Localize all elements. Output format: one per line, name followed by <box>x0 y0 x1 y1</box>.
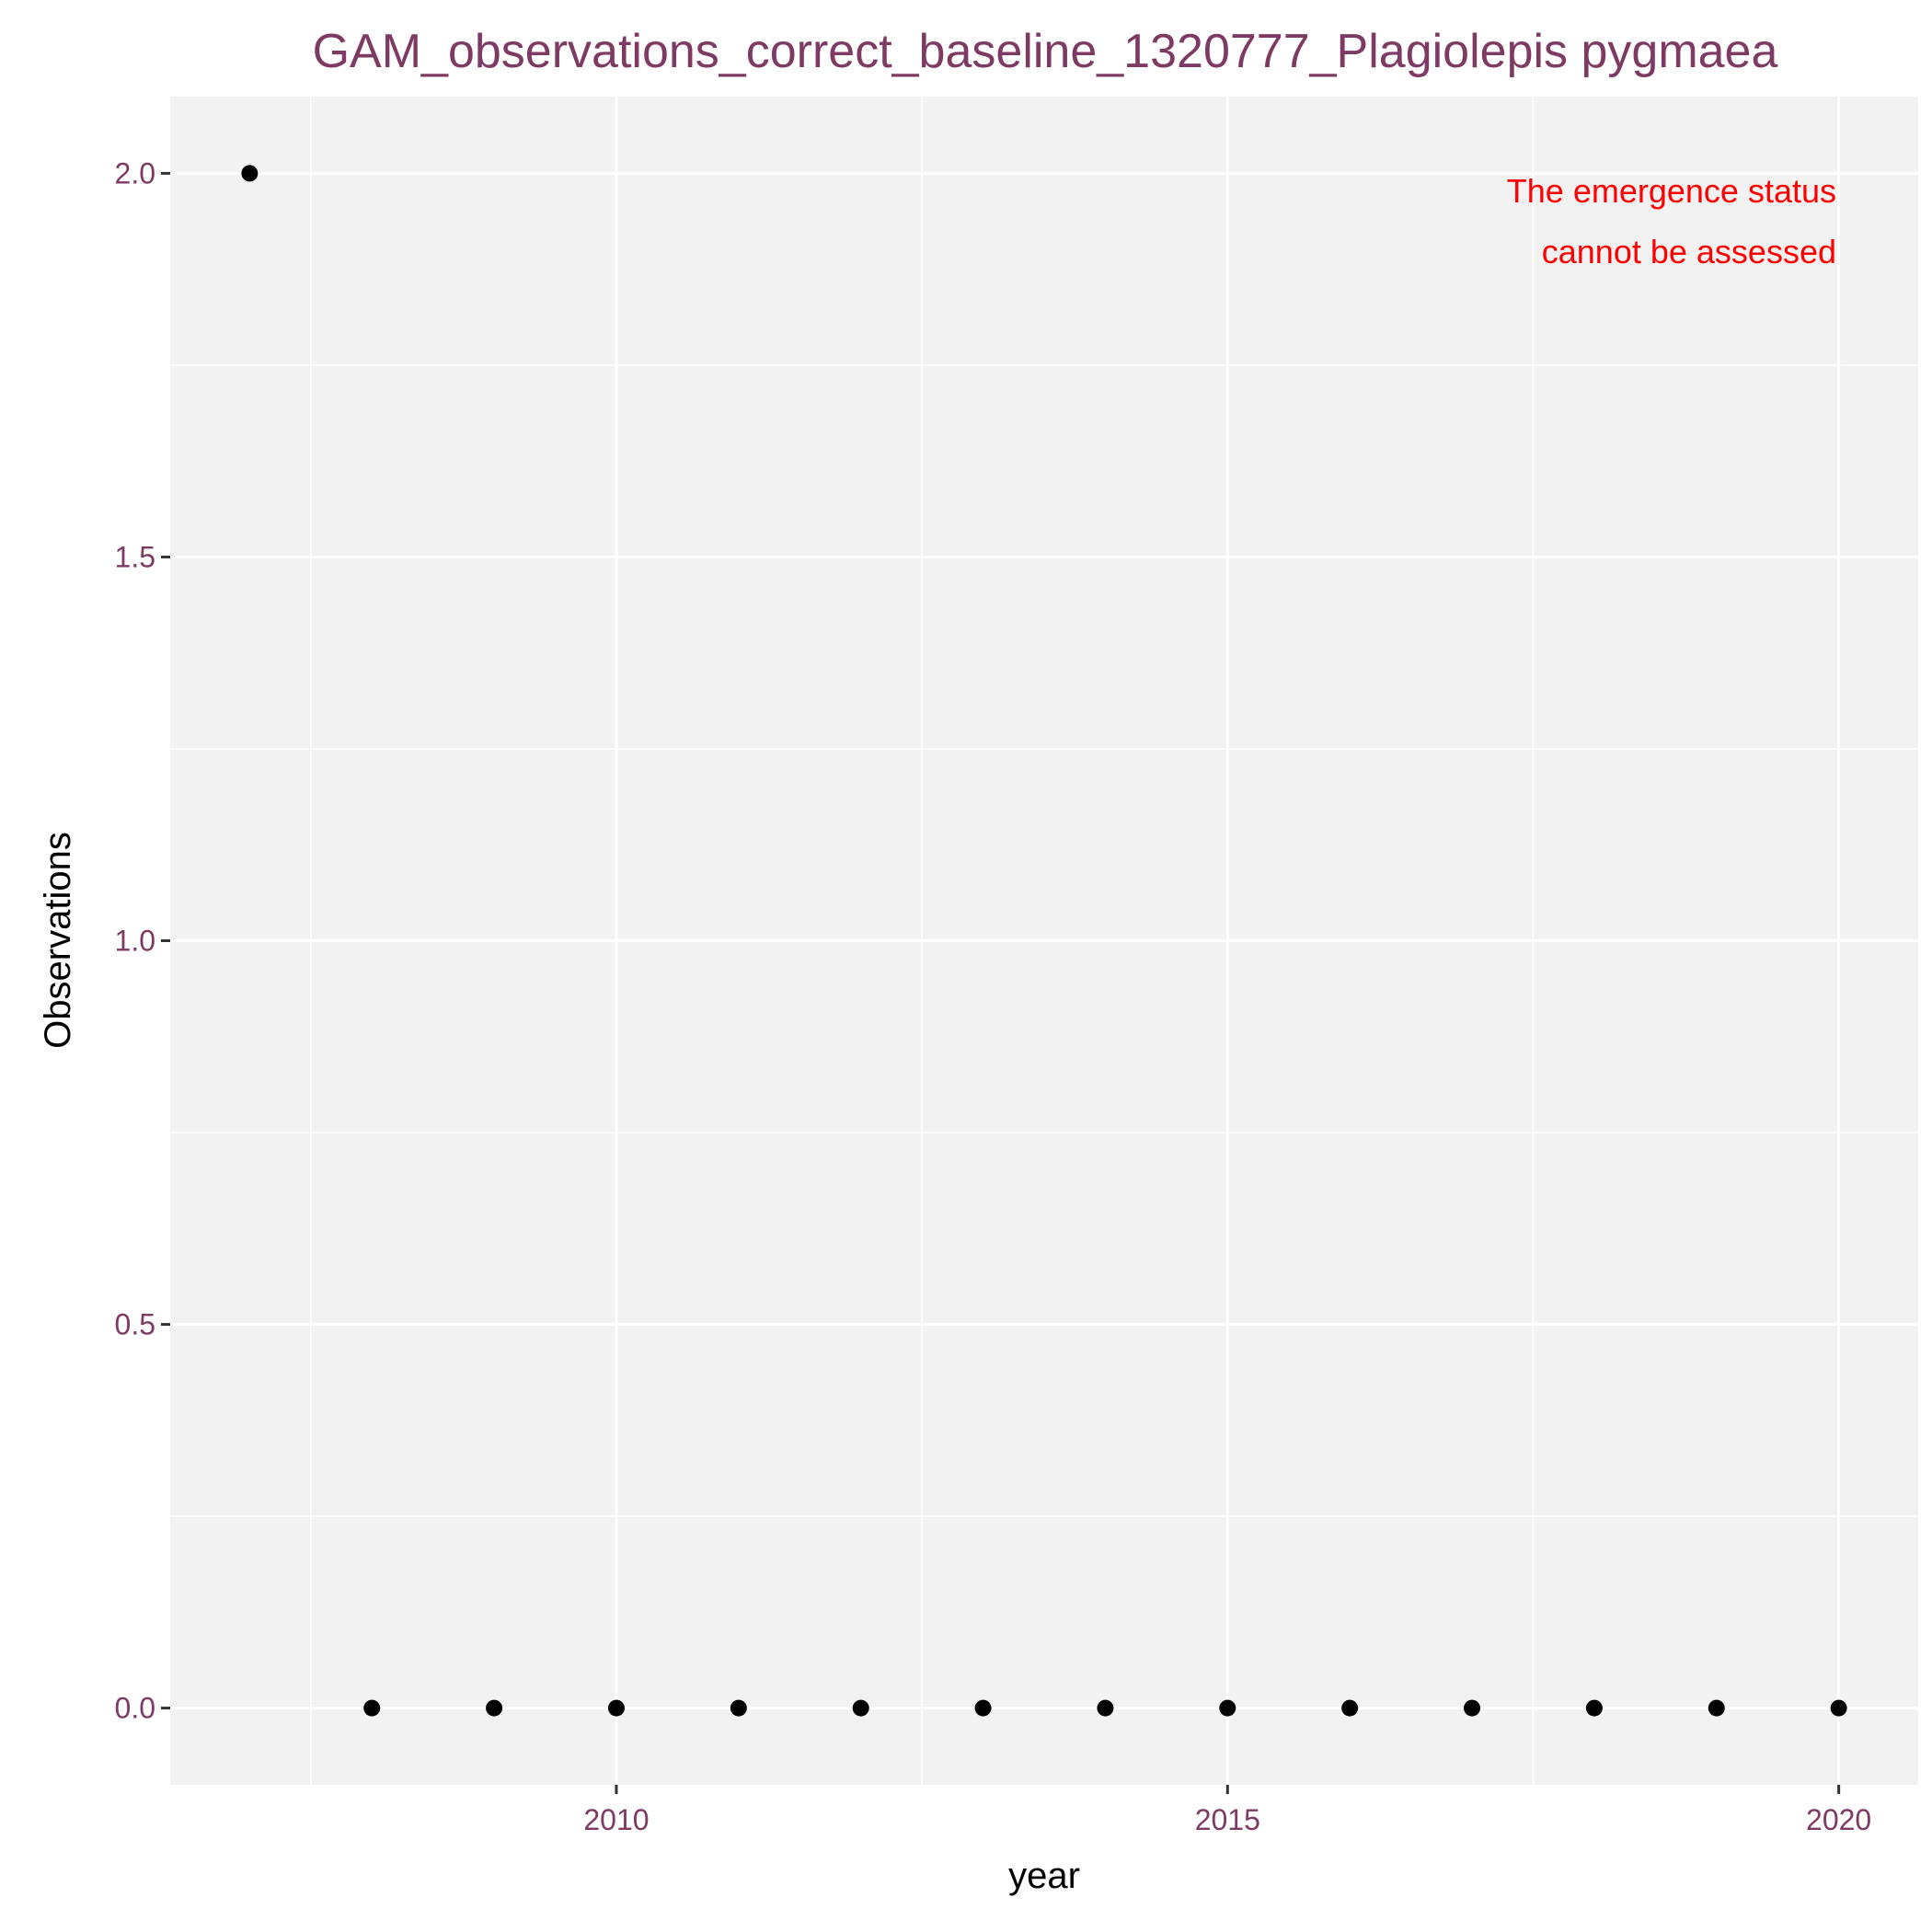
y-tick-label: 1.5 <box>115 540 155 573</box>
grid-major <box>170 97 1918 1785</box>
data-points <box>241 165 1847 1717</box>
data-point <box>1341 1699 1359 1717</box>
y-tick-label: 0.0 <box>115 1692 155 1725</box>
y-tick-label: 0.5 <box>115 1308 155 1341</box>
y-tick-label: 1.0 <box>115 925 155 958</box>
y-tick-label: 2.0 <box>115 156 155 190</box>
data-point <box>1464 1699 1481 1717</box>
data-point <box>974 1699 992 1717</box>
data-point <box>1585 1699 1603 1717</box>
y-axis-title: Observations <box>38 832 78 1049</box>
annotation-line-1: The emergence status <box>1507 172 1836 210</box>
data-point <box>486 1699 503 1717</box>
x-tick-label: 2015 <box>1195 1803 1260 1836</box>
x-axis-title: year <box>1008 1856 1080 1896</box>
x-tick-label: 2010 <box>583 1803 649 1836</box>
chart-title: GAM_observations_correct_baseline_132077… <box>313 25 1778 78</box>
data-point <box>1708 1699 1725 1717</box>
x-axis: 2010 2015 2020 <box>583 1785 1871 1836</box>
annotation-line-2: cannot be assessed <box>1542 233 1836 270</box>
data-point <box>730 1699 747 1717</box>
y-axis: 0.0 0.5 1.0 1.5 2.0 <box>115 156 170 1725</box>
annotation: The emergence status cannot be assessed <box>1507 172 1836 270</box>
data-point <box>1097 1699 1114 1717</box>
data-point <box>241 165 259 182</box>
data-point <box>852 1699 869 1717</box>
x-tick-label: 2020 <box>1806 1803 1871 1836</box>
data-point <box>607 1699 625 1717</box>
data-point <box>363 1699 381 1717</box>
data-point <box>1219 1699 1236 1717</box>
data-point <box>1830 1699 1847 1717</box>
